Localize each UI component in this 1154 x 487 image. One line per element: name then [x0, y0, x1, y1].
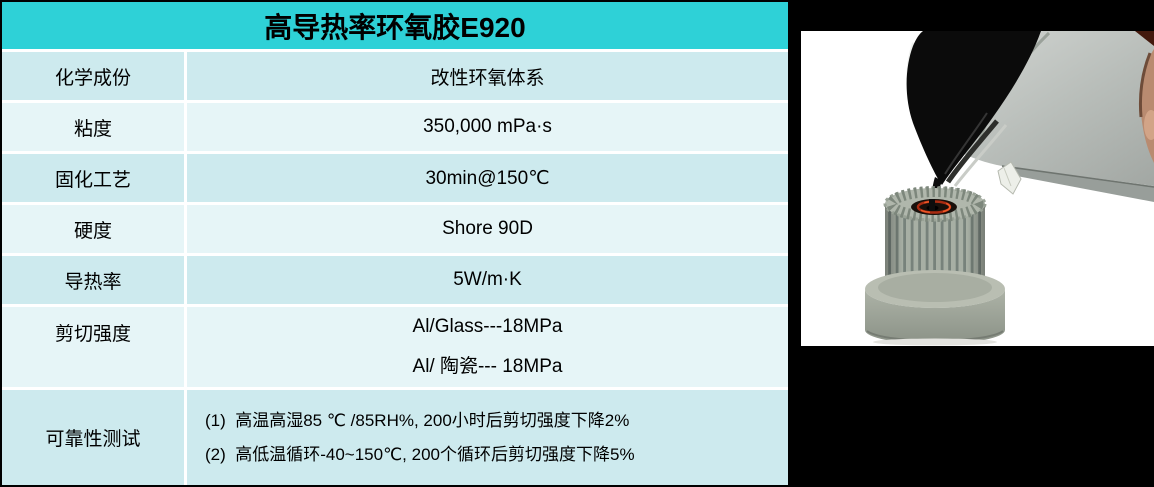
value-line: (1) 高温高湿85 ℃ /85RH%, 200小时后剪切强度下降2%	[205, 410, 630, 430]
row-value: 350,000 mPa·s	[187, 103, 788, 151]
paper-label	[997, 161, 1022, 195]
table-row-reliability: 可靠性测试 (1) 高温高湿85 ℃ /85RH%, 200小时后剪切强度下降2…	[2, 390, 788, 485]
row-value: 5W/m·K	[187, 256, 788, 304]
row-label: 剪切强度	[2, 307, 184, 387]
value-line: 30min@150℃	[425, 167, 550, 189]
spec-table: 7 高导热率环氧胶E920 化学成份 改性环氧体系 粘度 350,000 mPa…	[2, 2, 788, 485]
value-line: (2) 高低温循环-40~150℃, 200个循环后剪切强度下降5%	[205, 444, 635, 464]
row-label: 固化工艺	[2, 154, 184, 202]
row-value: Al/Glass---18MPa Al/ 陶瓷--- 18MPa	[187, 307, 788, 387]
product-title-text: 高导热率环氧胶E920	[264, 11, 526, 43]
hand-finger	[1135, 31, 1154, 163]
table-row-curing: 固化工艺 30min@150℃	[2, 154, 788, 202]
value-line: Al/Glass---18MPa	[412, 316, 563, 337]
row-label: 硬度	[2, 205, 184, 253]
epoxy-mass	[906, 31, 1041, 187]
row-value: (1) 高温高湿85 ℃ /85RH%, 200小时后剪切强度下降2% (2) …	[187, 390, 788, 485]
value-line: Al/ 陶瓷--- 18MPa	[412, 356, 563, 377]
product-photo	[801, 31, 1154, 346]
heatsink-base	[865, 270, 1005, 346]
table-row-hardness: 硬度 Shore 90D	[2, 205, 788, 253]
value-line: 5W/m·K	[453, 269, 522, 290]
value-line: 改性环氧体系	[430, 67, 545, 89]
table-row-conductivity: 导热率 5W/m·K	[2, 256, 788, 304]
row-value: 30min@150℃	[187, 154, 788, 202]
row-label-text: 剪切强度	[54, 323, 131, 345]
row-label: 化学成份	[2, 52, 184, 100]
table-row-viscosity: 粘度 350,000 mPa·s	[2, 103, 788, 151]
row-label: 导热率	[2, 256, 184, 304]
row-value: Shore 90D	[187, 205, 788, 253]
epoxy-pouring-illustration	[801, 31, 1154, 346]
value-line: Shore 90D	[442, 218, 533, 239]
value-line: 350,000 mPa·s	[423, 116, 552, 137]
row-label: 可靠性测试	[2, 390, 184, 485]
table-header: 7 高导热率环氧胶E920	[2, 2, 788, 49]
table-row-chemistry: 化学成份 改性环氧体系	[2, 52, 788, 100]
row-label: 粘度	[2, 103, 184, 151]
row-value: 改性环氧体系	[187, 52, 788, 100]
table-row-shear-strength: 剪切强度 Al/Glass---18MPa Al/ 陶瓷--- 18MPa	[2, 307, 788, 387]
